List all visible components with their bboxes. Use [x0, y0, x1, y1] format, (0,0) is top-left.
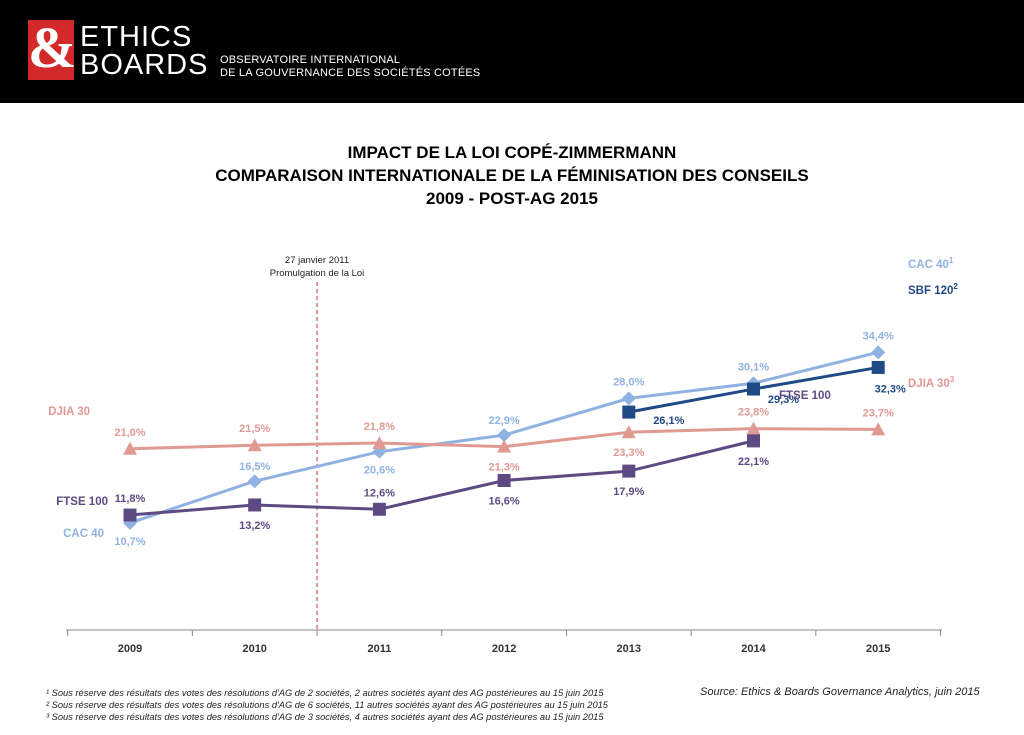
data-point-ftse100-2012 [497, 473, 511, 487]
observatory-line2: DE LA GOUVERNANCE DES SOCIÉTÉS COTÉES [220, 67, 481, 79]
data-point-sbf120-2014 [747, 382, 760, 396]
x-tick-label-2013: 2013 [617, 643, 641, 655]
brand-name-line1: ETHICS [80, 21, 193, 53]
data-label-sbf120-2014: 29,3% [768, 394, 799, 406]
data-point-cac40-2010 [247, 474, 262, 489]
data-label-djia30-2015: 23,7% [863, 407, 894, 419]
data-point-djia30-2012 [497, 439, 512, 453]
footnote-2: ² Sous réserve des résultats des votes d… [46, 700, 608, 710]
chart-title-line3: 2009 - POST-AG 2015 [426, 189, 598, 208]
data-point-djia30-2011 [372, 436, 387, 450]
data-point-ftse100-2013 [622, 464, 636, 478]
data-point-cac40-2015 [871, 345, 886, 360]
series-end-label-cac40: CAC 401 [908, 256, 954, 271]
data-label-ftse100-2011: 12,6% [364, 487, 395, 499]
source-note: Source: Ethics & Boards Governance Analy… [700, 686, 980, 698]
data-label-cac40-2013: 28,0% [613, 376, 644, 388]
data-label-sbf120-2013: 26,1% [653, 415, 684, 427]
data-label-ftse100-2009: 11,8% [115, 493, 146, 505]
x-tick-label-2014: 2014 [741, 643, 766, 655]
data-label-cac40-2010: 16,5% [239, 461, 270, 473]
series-end-label-djia30: DJIA 303 [908, 375, 955, 390]
data-label-djia30-2012: 21,3% [488, 462, 519, 474]
data-point-djia30-2009 [123, 441, 137, 455]
data-label-sbf120-2015: 32,3% [875, 383, 906, 395]
data-label-djia30-2013: 23,3% [613, 447, 644, 459]
footnote-3: ³ Sous réserve des résultats des votes d… [46, 712, 604, 722]
data-label-ftse100-2014: 22,1% [738, 456, 769, 468]
series-start-label-cac40: CAC 40 [63, 528, 104, 540]
data-label-ftse100-2013: 17,9% [613, 486, 644, 498]
data-point-djia30-2015 [871, 422, 886, 436]
data-point-djia30-2014 [746, 421, 761, 435]
data-point-djia30-2013 [621, 425, 636, 439]
data-point-djia30-2010 [247, 438, 262, 452]
x-tick-label-2009: 2009 [118, 643, 142, 655]
footnote-1: ¹ Sous réserve des résultats des votes d… [46, 688, 604, 698]
data-label-cac40-2015: 34,4% [863, 330, 894, 342]
x-tick-label-2010: 2010 [242, 643, 266, 655]
logo-ampersand: & [28, 15, 77, 80]
x-tick-label-2011: 2011 [367, 643, 391, 655]
data-label-cac40-2011: 20,6% [364, 465, 395, 477]
data-point-ftse100-2011 [372, 502, 386, 516]
data-point-cac40-2012 [497, 428, 512, 443]
data-point-ftse100-2014 [747, 434, 760, 448]
header-bar: & ETHICS BOARDS OBSERVATOIRE INTERNATION… [0, 0, 1024, 103]
data-label-cac40-2012: 22,9% [488, 415, 519, 427]
data-label-djia30-2009: 21,0% [114, 427, 145, 439]
data-point-cac40-2013 [621, 391, 636, 406]
series-start-label-djia30: DJIA 30 [48, 406, 90, 418]
data-label-ftse100-2010: 13,2% [239, 520, 270, 532]
data-point-sbf120-2015 [871, 360, 885, 374]
data-label-cac40-2009: 10,7% [114, 536, 145, 548]
data-point-ftse100-2009 [123, 508, 137, 522]
observatory-line1: OBSERVATOIRE INTERNATIONAL [220, 54, 401, 66]
data-label-cac40-2014: 30,1% [738, 361, 769, 373]
series-end-label-ftse100: FTSE 100 [779, 390, 831, 402]
data-label-djia30-2011: 21,8% [364, 421, 395, 433]
series-line-ftse100 [129, 439, 754, 517]
annotation-text: Promulgation de la Loi [270, 268, 365, 279]
data-label-djia30-2014: 23,8% [738, 407, 769, 419]
logo: & [28, 16, 76, 80]
data-point-sbf120-2013 [622, 405, 636, 419]
data-label-djia30-2010: 21,5% [239, 423, 270, 435]
annotation-date: 27 janvier 2011 [285, 255, 349, 266]
data-label-ftse100-2012: 16,6% [488, 495, 519, 507]
series-end-label-sbf120: SBF 1202 [908, 282, 958, 297]
brand-name-line2: BOARDS [80, 49, 209, 81]
series-start-label-ftse100: FTSE 100 [56, 496, 108, 508]
data-point-ftse100-2010 [248, 498, 262, 512]
x-tick-label-2015: 2015 [866, 643, 890, 655]
x-tick-label-2012: 2012 [492, 643, 516, 655]
chart-title-line2: COMPARAISON INTERNATIONALE DE LA FÉMINIS… [215, 166, 809, 185]
chart-title-line1: IMPACT DE LA LOI COPÉ-ZIMMERMANN [347, 143, 677, 162]
